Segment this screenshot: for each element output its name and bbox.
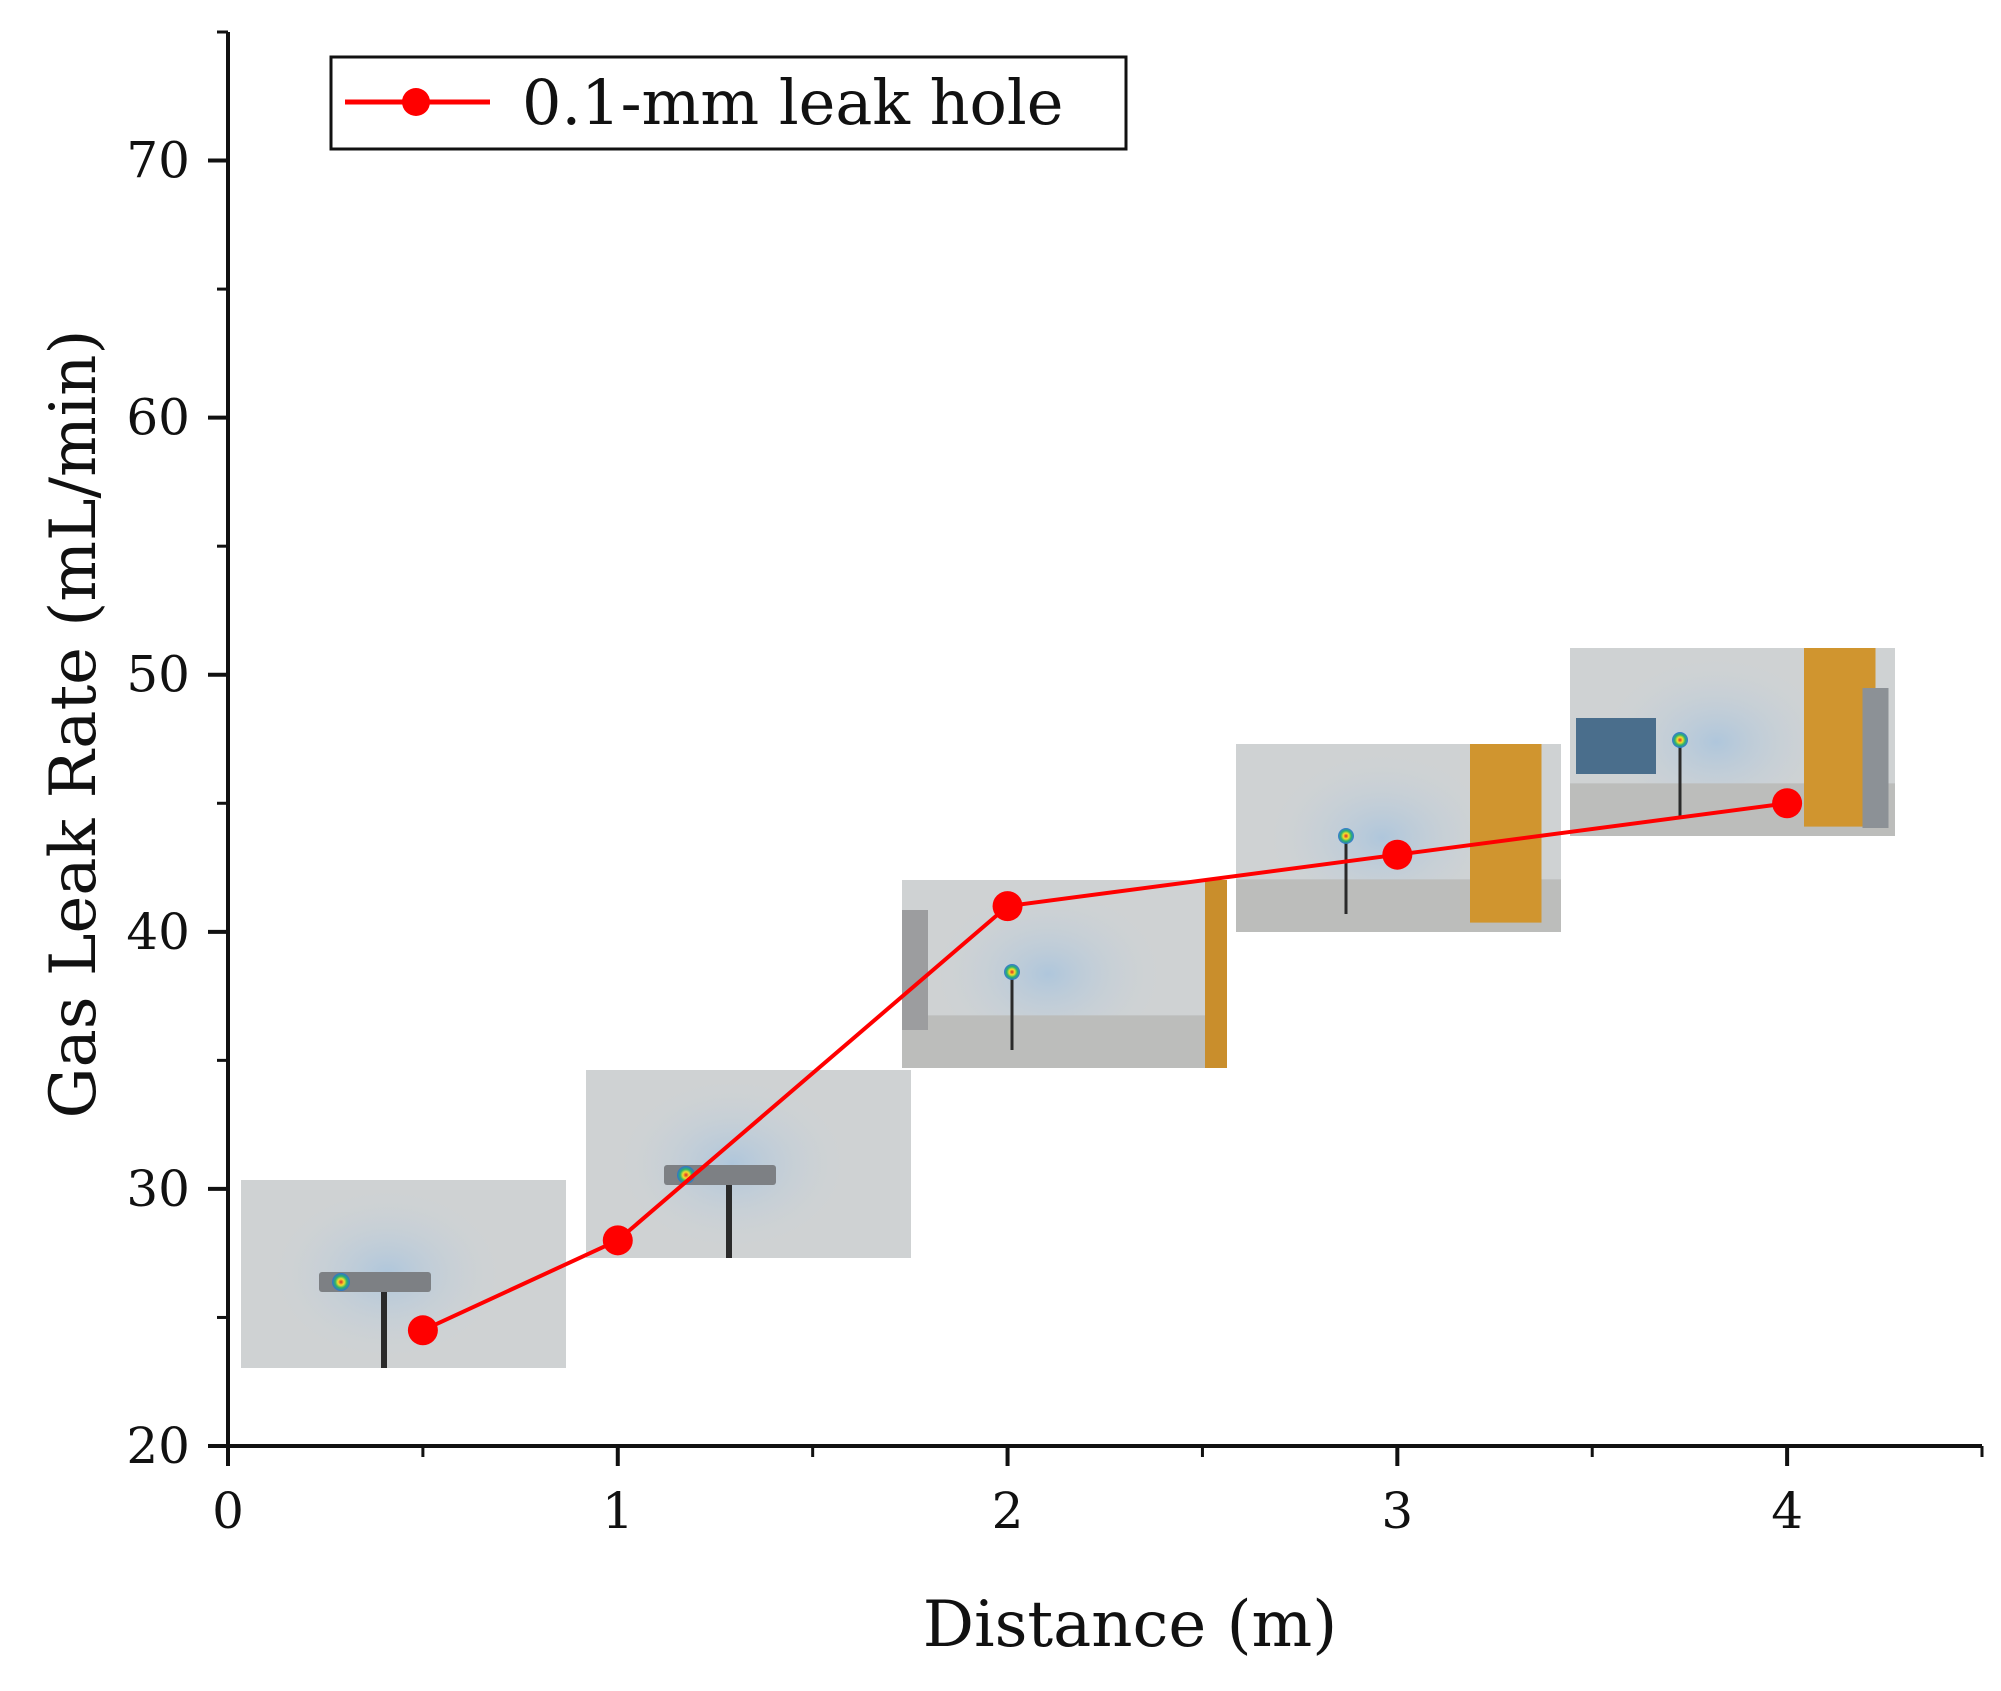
inset-photo-lab-room-wide xyxy=(1570,648,1895,836)
inset-photo-bracket-on-stand xyxy=(586,1070,911,1258)
thermal-spot xyxy=(332,1273,350,1291)
axis-ticks: 20 30 40 50 60 70 0 1 2 3 4 xyxy=(126,30,1984,1540)
x-tick-label: 1 xyxy=(602,1482,634,1540)
y-tick-label: 20 xyxy=(126,1417,190,1475)
inset-photos xyxy=(241,648,1895,1368)
data-point xyxy=(992,891,1023,922)
thermal-spot xyxy=(1004,964,1020,980)
data-point xyxy=(407,1315,438,1346)
y-tick-label: 70 xyxy=(126,132,190,190)
door-edge xyxy=(1205,880,1227,1068)
door xyxy=(1470,744,1542,923)
inset-photo-close-up-bracket xyxy=(241,1180,566,1368)
x-tick-label: 2 xyxy=(992,1482,1024,1540)
stand-pole xyxy=(381,1292,387,1368)
legend: 0.1-mm leak hole xyxy=(329,55,1128,151)
data-point xyxy=(1382,839,1413,870)
y-tick-label: 60 xyxy=(126,389,190,447)
y-tick-label: 40 xyxy=(126,903,190,961)
x-tick-label: 4 xyxy=(1771,1482,1803,1540)
inset-photo-room-with-door xyxy=(1236,744,1561,932)
legend-label: 0.1-mm leak hole xyxy=(522,66,1063,139)
machine xyxy=(1862,688,1889,828)
x-tick-label: 0 xyxy=(212,1482,244,1540)
y-tick-label: 30 xyxy=(126,1160,190,1218)
y-tick-label: 50 xyxy=(126,646,190,704)
data-point xyxy=(1772,788,1803,819)
legend-marker xyxy=(402,88,430,116)
x-tick-label: 3 xyxy=(1381,1482,1413,1540)
inset-photo-stand-near-wall xyxy=(902,880,1227,1068)
thermal-spot xyxy=(1672,732,1688,748)
series xyxy=(407,788,1803,1346)
lab-equipment xyxy=(1576,718,1656,774)
cabinet xyxy=(902,910,928,1030)
data-point xyxy=(602,1225,633,1256)
y-axis-title: Gas Leak Rate (mL/min) xyxy=(37,330,111,1119)
stand-pole xyxy=(726,1185,732,1258)
axes xyxy=(226,32,1982,1448)
photo-floor xyxy=(902,1015,1227,1068)
x-axis-title: Distance (m) xyxy=(923,1588,1337,1662)
photo-haze xyxy=(618,1079,846,1249)
thermal-spot xyxy=(1338,828,1354,844)
